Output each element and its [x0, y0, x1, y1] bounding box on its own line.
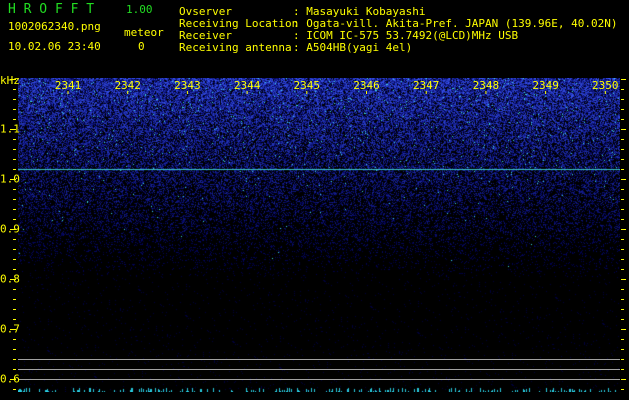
meteor-count: 0 [138, 40, 145, 53]
x-tick-label: 2342 [114, 79, 141, 92]
info-value: : Ogata-vill. Akita-Pref. JAPAN (139.96E… [293, 17, 618, 30]
app-logo: H R O F F T [8, 2, 95, 17]
y-tick-label: 0.9 [0, 222, 20, 236]
info-value: : A504HB(yagi 4el) [293, 41, 413, 54]
meteor-label: meteor [124, 26, 164, 39]
info-label: Receiver [179, 29, 232, 42]
info-label: Receiving antenna [179, 41, 292, 54]
info-value: : Masayuki Kobayashi [293, 5, 426, 18]
y-tick-label: 0.8 [0, 272, 20, 286]
y-axis-unit: kHz [0, 74, 20, 87]
x-tick-label: 2346 [353, 79, 380, 92]
y-tick-label: 0.6 [0, 372, 20, 386]
x-tick-label: 2344 [233, 79, 261, 92]
x-tick-label: 2343 [174, 79, 201, 92]
x-tick-label: 2341 [54, 79, 82, 92]
y-tick-label: 1.0 [0, 172, 20, 186]
info-label: Receiving Location [179, 17, 299, 30]
y-tick-label: 0.7 [0, 322, 20, 336]
app-version: 1.00 [126, 3, 153, 16]
datetime: 10.02.06 23:40 [8, 40, 101, 53]
x-tick-label: 2349 [532, 79, 559, 92]
x-tick-label: 2350 [592, 79, 619, 92]
x-tick-label: 2345 [293, 79, 321, 92]
info-label: Ovserver [179, 5, 232, 18]
y-tick-label: 1.1 [0, 122, 20, 136]
filename: 1002062340.png [8, 20, 101, 33]
spectrogram [18, 78, 620, 392]
x-tick-label: 2348 [472, 79, 500, 92]
x-tick-label: 2347 [412, 79, 440, 92]
info-value: : ICOM IC-575 53.7492(@LCD)MHz USB [293, 29, 519, 42]
